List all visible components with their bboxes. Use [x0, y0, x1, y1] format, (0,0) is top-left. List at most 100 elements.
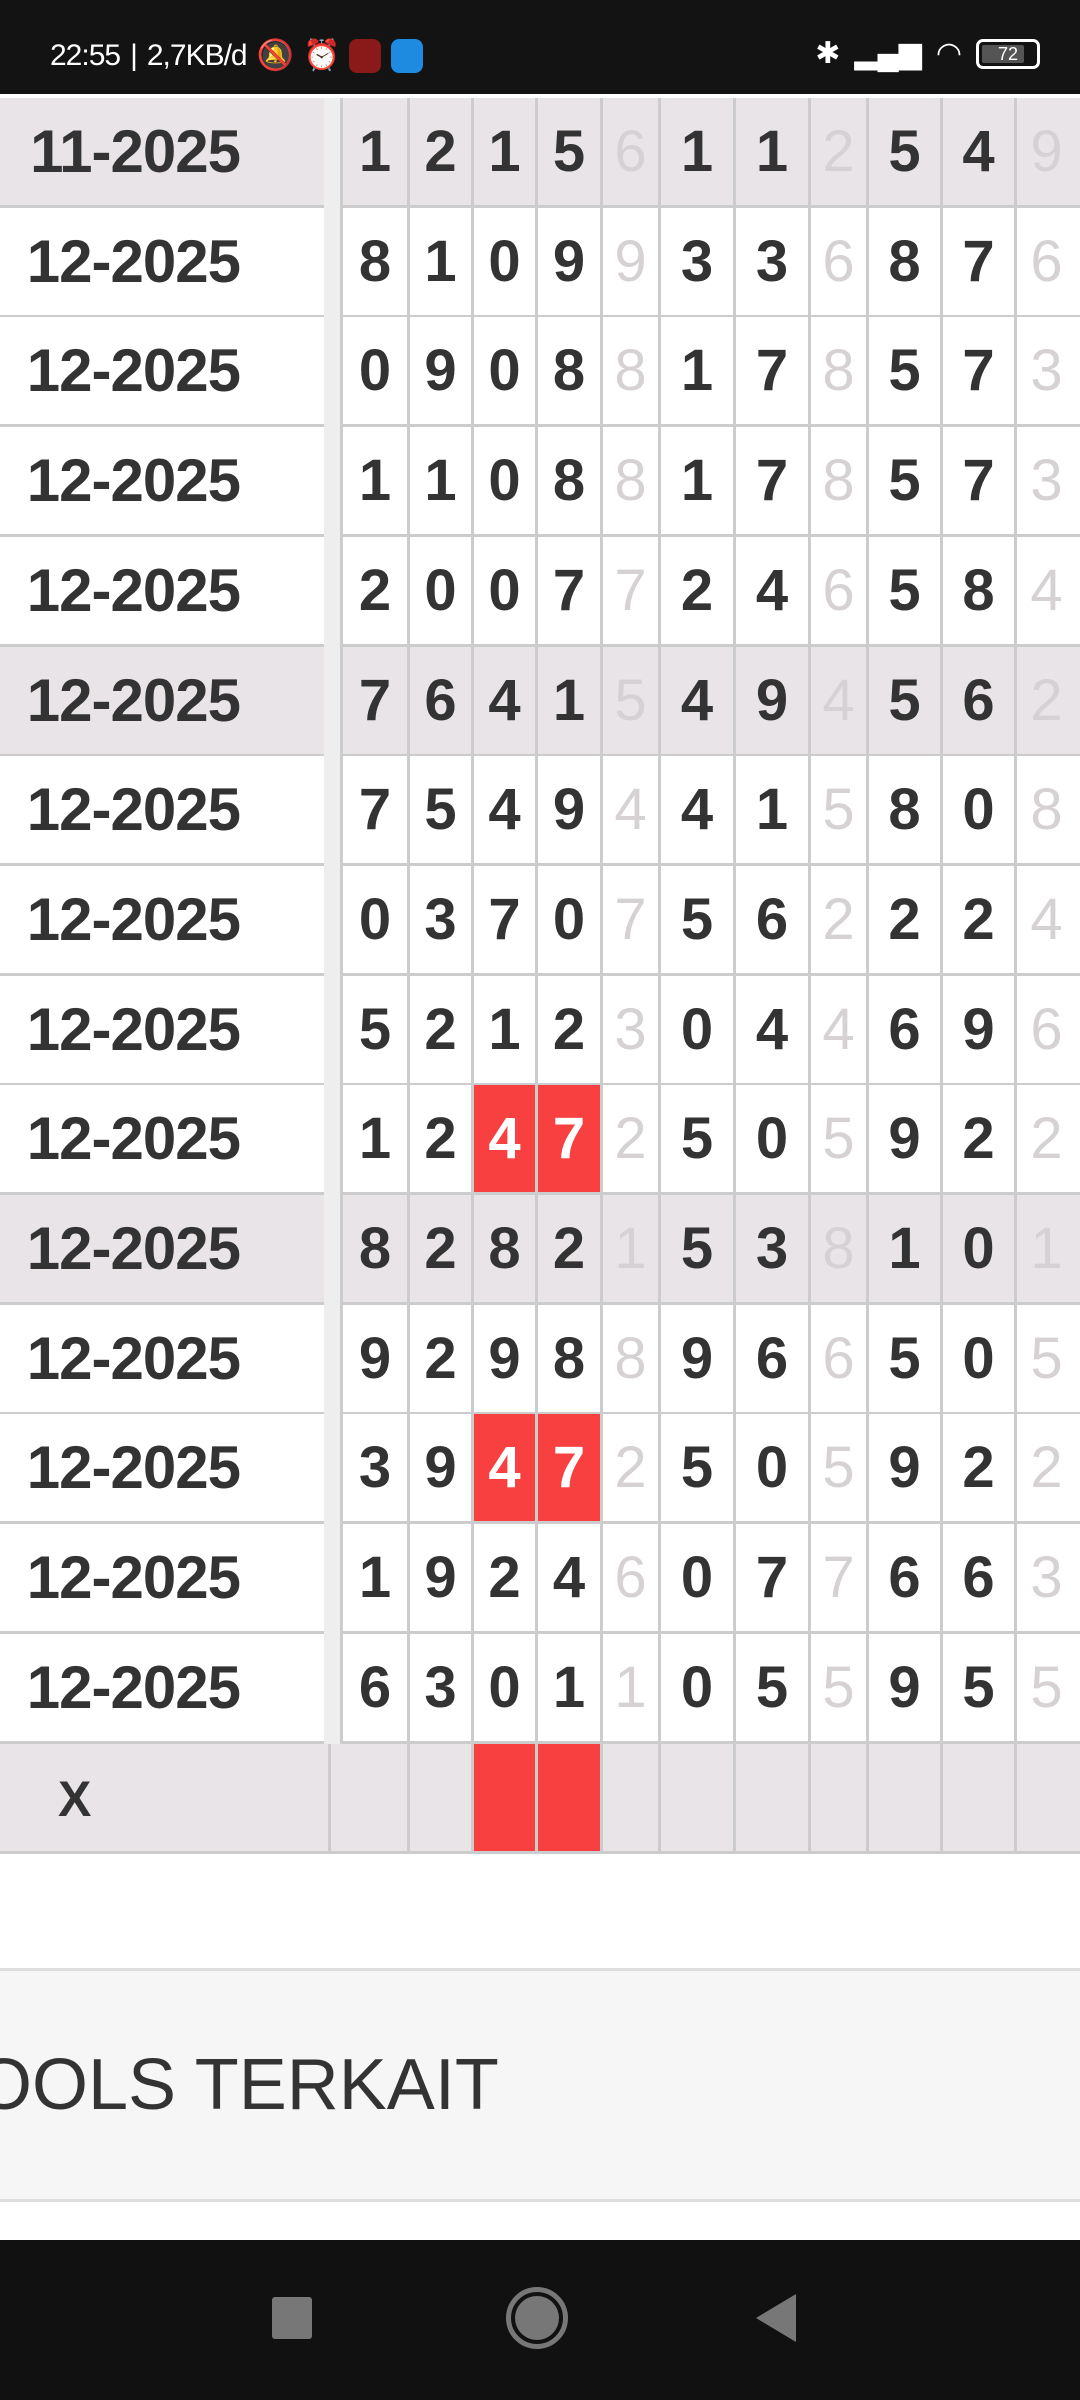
column-separator [324, 207, 340, 318]
digit-cell: 3 [407, 1633, 471, 1741]
footer-row: X [0, 1744, 1080, 1854]
digit-cell: 4 [471, 1085, 535, 1193]
related-tools-section[interactable]: OOLS TERKAIT [0, 1968, 1080, 2202]
digit-cell: 5 [866, 98, 940, 205]
digit-cell: 2 [1014, 1085, 1076, 1193]
navigation-bar [0, 2240, 1080, 2400]
digit-cell: 3 [1014, 317, 1076, 425]
digit-cell: 1 [600, 1195, 658, 1302]
digit-cell: 7 [340, 756, 407, 864]
column-separator [324, 1524, 340, 1635]
digit-cell: 5 [600, 646, 658, 754]
digit-cell: 1 [866, 1195, 940, 1302]
digit-cell: 9 [471, 1304, 535, 1412]
column-separator [324, 1195, 340, 1305]
table-row: 12-2025 0 3 7 0 7 5 6 2 2 2 4 [0, 865, 1080, 976]
digit-cell: 7 [733, 317, 808, 425]
digit-cell: 2 [866, 865, 940, 973]
digit-cell: 0 [471, 427, 535, 535]
digit-cell: 5 [535, 98, 600, 205]
digit-cell: 9 [940, 975, 1014, 1083]
digit-cell: 6 [866, 1524, 940, 1632]
digit-cell: 4 [600, 756, 658, 864]
date-cell: 12-2025 [26, 556, 241, 624]
footer-cell [866, 1744, 940, 1851]
date-cell: 12-2025 [26, 337, 241, 405]
vibrate-off-icon: 🔕 [256, 39, 294, 72]
digit-cell: 8 [535, 427, 600, 535]
digit-cell: 9 [866, 1633, 940, 1741]
date-cell: 12-2025 [26, 776, 241, 844]
digit-cell: 8 [535, 1304, 600, 1412]
date-cell: 11-2025 [30, 118, 241, 185]
home-button[interactable] [506, 2287, 568, 2349]
digit-cell: 7 [733, 427, 808, 535]
status-bar: 22:55 | 2,7KB/d 🔕 ⏰ ✱ ▂▄▆ ◠ 72 [0, 0, 1080, 94]
column-separator [324, 756, 340, 867]
digit-cell: 6 [340, 1633, 407, 1741]
digit-cell: 4 [471, 1414, 535, 1522]
signal-icon: ▂▄▆ [854, 37, 922, 70]
digit-cell: 2 [407, 98, 471, 205]
alarm-icon: ⏰ [302, 39, 340, 72]
date-cell: 12-2025 [26, 1324, 241, 1392]
date-cell: 12-2025 [26, 885, 241, 953]
digit-cell: 1 [340, 427, 407, 535]
digit-cell: 4 [808, 646, 866, 754]
back-button[interactable] [756, 2294, 796, 2342]
footer-cell [808, 1744, 866, 1851]
footer-cell [600, 1744, 658, 1851]
digit-cell: 8 [535, 317, 600, 425]
table-row: 12-2025 3 9 4 7 2 5 0 5 9 2 2 [0, 1414, 1080, 1525]
digit-cell: 0 [471, 1633, 535, 1741]
digit-cell: 5 [658, 1195, 733, 1302]
digit-cell: 0 [535, 865, 600, 973]
digit-cell: 5 [866, 646, 940, 754]
digit-cell: 7 [535, 536, 600, 644]
footer-cell [407, 1744, 471, 1851]
digit-cell: 2 [600, 1414, 658, 1522]
digit-cell: 5 [866, 536, 940, 644]
digit-cell: 3 [733, 1195, 808, 1302]
digit-cell: 8 [866, 207, 940, 315]
digit-cell: 7 [733, 1524, 808, 1632]
digit-cell: 1 [407, 427, 471, 535]
date-cell: 12-2025 [26, 1105, 241, 1173]
footer-cell [328, 1744, 407, 1851]
digit-cell: 4 [1014, 536, 1076, 644]
digit-cell: 4 [940, 98, 1014, 205]
digit-cell: 5 [866, 317, 940, 425]
digit-cell: 8 [600, 427, 658, 535]
digit-cell: 1 [535, 646, 600, 754]
digit-cell: 3 [340, 1414, 407, 1522]
digit-cell: 4 [733, 975, 808, 1083]
recents-button[interactable] [272, 2297, 312, 2339]
digit-cell: 9 [407, 1524, 471, 1632]
column-separator [324, 427, 340, 538]
column-separator [324, 1633, 340, 1744]
digit-cell: 6 [940, 1524, 1014, 1632]
table-row: 12-2025 2 0 0 7 7 2 4 6 5 8 4 [0, 536, 1080, 647]
digit-cell: 6 [1014, 975, 1076, 1083]
digit-cell: 7 [808, 1524, 866, 1632]
digit-cell: 1 [733, 98, 808, 205]
digit-cell: 6 [808, 207, 866, 315]
digit-cell: 5 [808, 1414, 866, 1522]
column-separator [324, 98, 340, 208]
digit-cell: 0 [940, 1195, 1014, 1302]
table-row: 12-2025 0 9 0 8 8 1 7 8 5 7 3 [0, 317, 1080, 428]
digit-cell: 0 [340, 865, 407, 973]
bluetooth-icon: ✱ [815, 37, 841, 70]
digit-cell: 5 [808, 1085, 866, 1193]
digit-cell: 8 [866, 756, 940, 864]
digit-cell: 0 [733, 1414, 808, 1522]
digit-cell: 0 [471, 317, 535, 425]
digit-cell: 5 [340, 975, 407, 1083]
digit-cell: 2 [535, 1195, 600, 1302]
digit-cell: 0 [658, 1633, 733, 1741]
digit-cell: 0 [733, 1085, 808, 1193]
digit-cell: 6 [407, 646, 471, 754]
digit-cell: 9 [407, 1414, 471, 1522]
date-cell: 12-2025 [26, 1544, 241, 1612]
digit-cell: 3 [733, 207, 808, 315]
